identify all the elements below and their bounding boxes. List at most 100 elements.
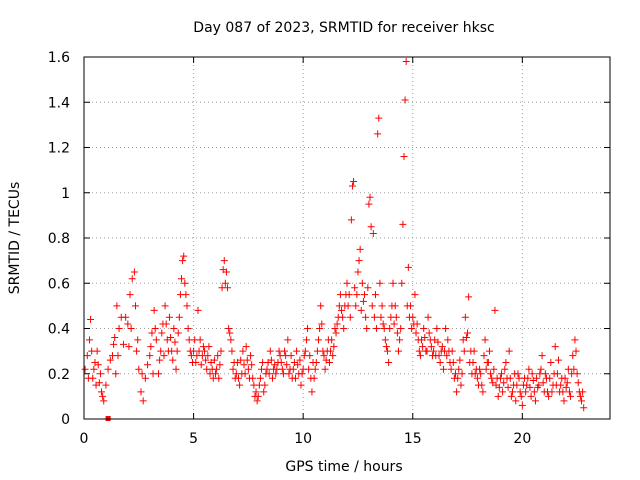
data-point (423, 347, 431, 355)
data-point (90, 365, 98, 373)
data-point (152, 336, 160, 344)
data-point (111, 334, 119, 342)
data-point (405, 313, 413, 321)
data-point (206, 370, 214, 378)
data-point (377, 313, 385, 321)
data-point (421, 334, 429, 342)
data-point (127, 325, 135, 332)
data-point (115, 325, 123, 332)
data-point (298, 370, 306, 378)
data-point (449, 358, 457, 366)
data-point (112, 370, 120, 378)
data-point (160, 352, 168, 360)
data-point (114, 352, 122, 360)
data-point (498, 370, 506, 378)
data-point (352, 302, 360, 310)
data-point (110, 340, 118, 348)
data-point (88, 347, 96, 355)
data-point (333, 320, 341, 328)
data-point (327, 347, 335, 355)
data-point (241, 370, 249, 378)
data-point (442, 325, 450, 332)
data-point (106, 356, 114, 364)
data-point (376, 279, 384, 287)
data-point (513, 381, 521, 389)
data-point (370, 313, 378, 321)
data-point (456, 356, 464, 364)
data-point (551, 343, 559, 351)
chart-title: Day 087 of 2023, SRMTID for receiver hks… (193, 20, 494, 36)
data-point (149, 370, 157, 378)
data-point (226, 329, 234, 337)
data-point (216, 361, 224, 369)
data-point (274, 358, 282, 366)
data-point (579, 388, 587, 396)
data-point (175, 313, 183, 321)
data-point (528, 370, 536, 378)
data-point (302, 336, 310, 344)
data-point (309, 358, 317, 366)
data-point (125, 343, 133, 351)
data-point (487, 370, 495, 378)
data-point (408, 325, 416, 332)
data-point (132, 302, 140, 310)
data-point (318, 320, 326, 328)
data-point (261, 381, 269, 389)
data-point (259, 358, 267, 366)
data-point (546, 374, 554, 382)
data-point (307, 374, 315, 382)
data-point (204, 352, 212, 360)
data-point (141, 374, 149, 382)
data-point (511, 370, 519, 378)
data-point (562, 383, 570, 391)
data-point (230, 358, 238, 366)
data-point (128, 275, 136, 283)
data-point (124, 320, 132, 328)
data-point (547, 358, 555, 366)
data-point (311, 365, 319, 373)
data-point (467, 347, 475, 355)
data-point (384, 347, 392, 355)
data-point (427, 343, 435, 351)
data-point (530, 388, 538, 396)
data-point (237, 356, 245, 364)
data-point (351, 284, 359, 292)
data-point (301, 347, 309, 355)
data-point (574, 379, 582, 387)
data-point (480, 352, 488, 360)
data-point (225, 325, 233, 332)
data-point (524, 374, 532, 382)
data-point (181, 279, 189, 287)
y-tick-label: 0 (61, 412, 70, 428)
data-point (308, 388, 316, 396)
data-point (197, 361, 205, 369)
y-tick-label: 1 (61, 186, 70, 202)
data-point (519, 381, 527, 389)
data-point (369, 229, 377, 237)
data-point (458, 370, 466, 378)
data-point (502, 358, 510, 366)
data-point (224, 284, 232, 292)
data-point (476, 365, 484, 373)
data-point (454, 374, 462, 382)
data-point (571, 336, 579, 344)
data-point (235, 374, 243, 382)
data-point (289, 365, 297, 373)
data-point (139, 397, 147, 405)
data-point (356, 245, 364, 253)
data-point (554, 356, 562, 364)
data-point (484, 358, 492, 366)
data-point (214, 352, 222, 360)
data-point (414, 336, 422, 344)
data-point (464, 329, 472, 337)
data-point (265, 370, 273, 378)
data-point (215, 374, 223, 382)
data-point (432, 352, 440, 360)
data-point (147, 343, 155, 351)
data-point (283, 361, 291, 369)
data-point (462, 334, 470, 342)
data-point (113, 302, 121, 310)
data-point (489, 379, 497, 387)
y-tick-label: 0.6 (48, 276, 70, 292)
